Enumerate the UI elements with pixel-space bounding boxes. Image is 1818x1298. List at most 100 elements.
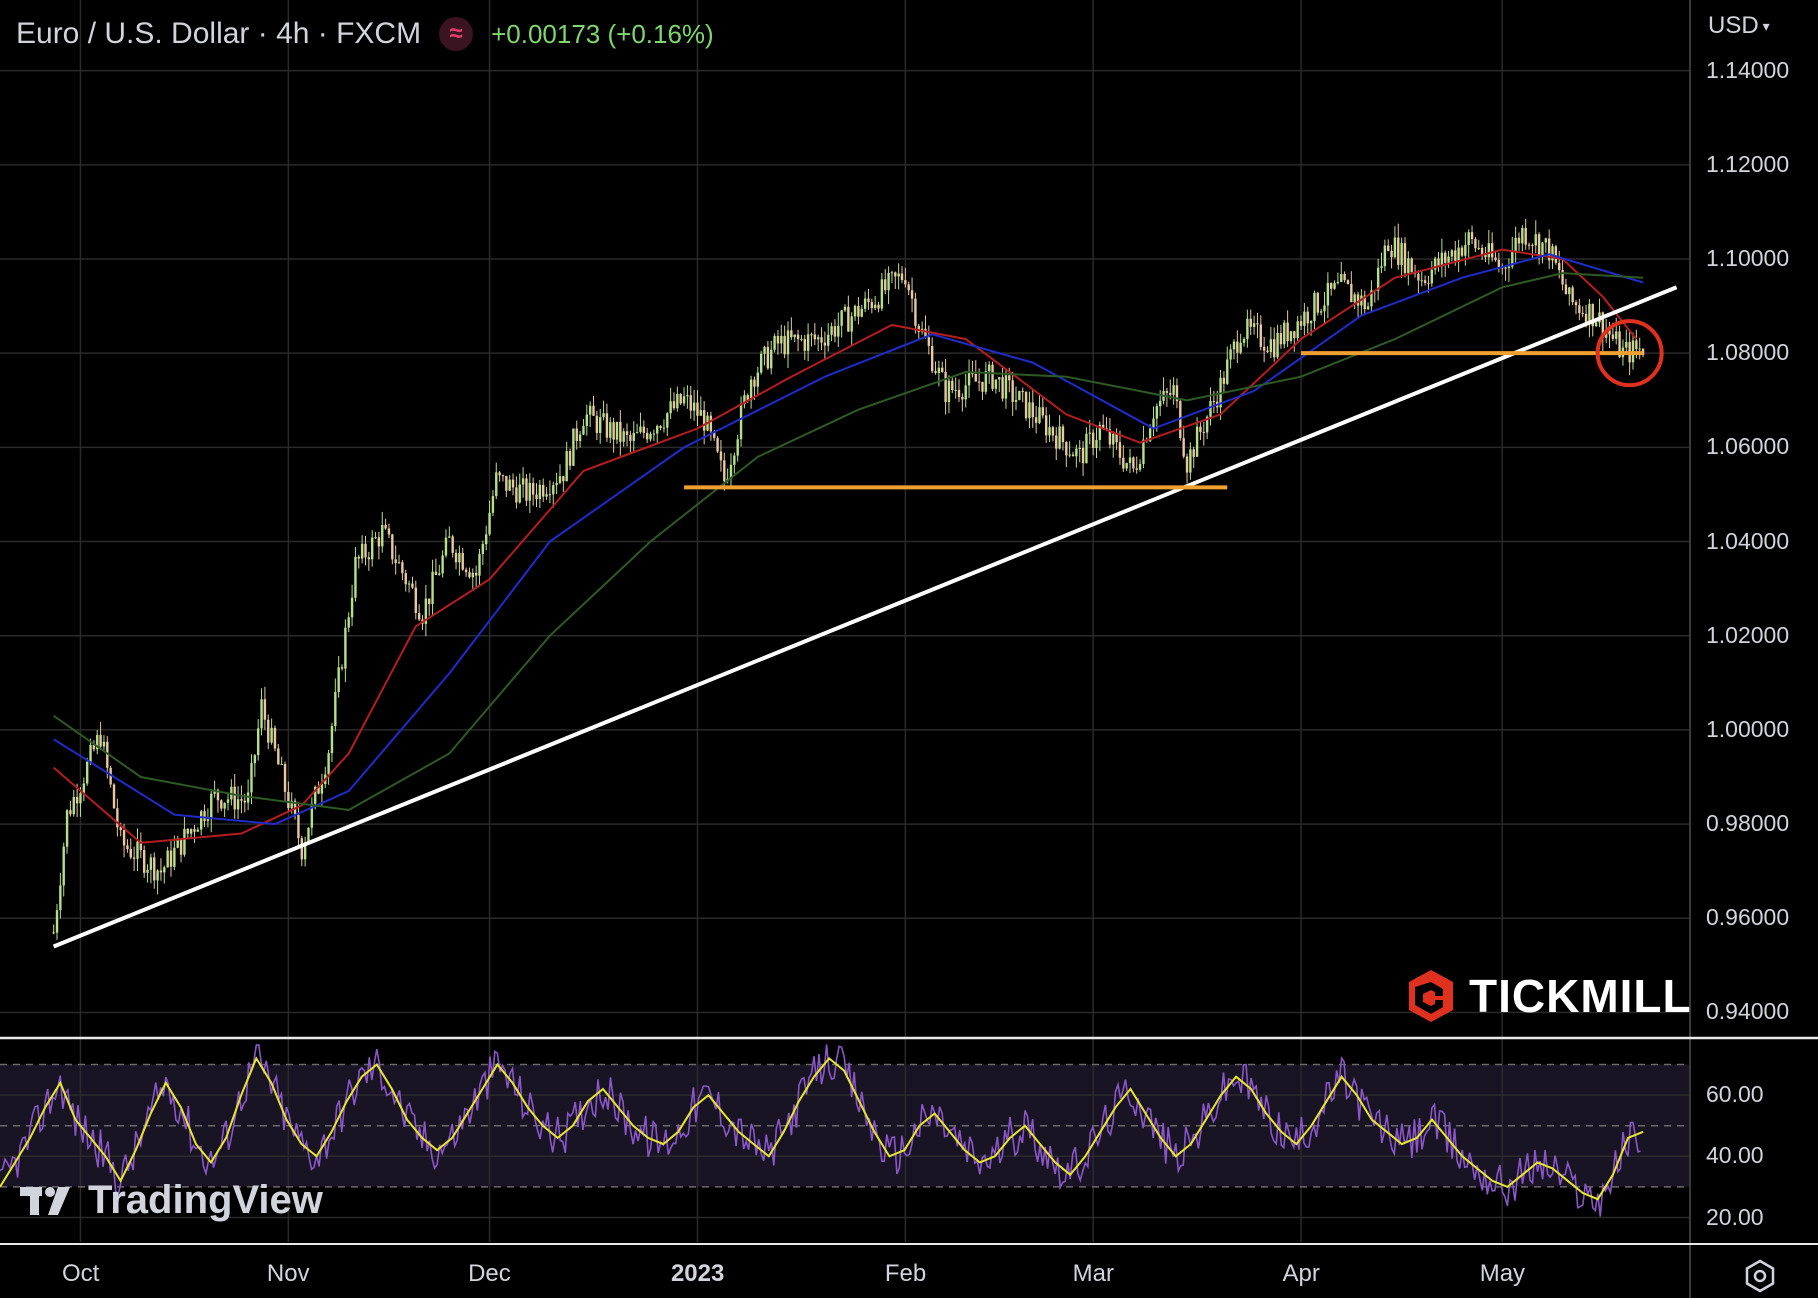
candle-body [1457, 247, 1460, 261]
candle-body [951, 380, 954, 390]
candle-body [937, 367, 941, 373]
candle-body [1105, 428, 1108, 430]
candle-body [679, 393, 682, 404]
candle-body [461, 552, 464, 570]
candle-body [930, 346, 934, 372]
candle-body [676, 393, 679, 409]
candle-body [317, 786, 320, 794]
candle-body [367, 557, 371, 560]
candle-body [334, 691, 337, 727]
chevron-down-icon: ▾ [1762, 17, 1770, 34]
settings-gear-icon[interactable] [1742, 1258, 1778, 1294]
candle-body [847, 306, 850, 332]
candle-body [122, 830, 126, 846]
candle-body [1085, 433, 1088, 464]
candle-body [682, 396, 686, 404]
candle-body [250, 763, 253, 793]
candle-body [652, 433, 656, 435]
candle-body [1564, 284, 1568, 295]
candle-body [1524, 227, 1527, 245]
candle-body [860, 308, 863, 317]
tradingview-mark-icon [20, 1186, 70, 1215]
candle-body [508, 479, 511, 491]
candle-body [1470, 232, 1474, 239]
candle-body [1195, 426, 1199, 457]
candle-body [1420, 280, 1423, 282]
candle-body [210, 793, 213, 820]
candle-body [1574, 302, 1578, 306]
candle-body [810, 334, 813, 336]
candle-body [183, 828, 186, 855]
candle-body [1135, 468, 1138, 470]
candle-body [1185, 456, 1189, 473]
candle-body [592, 405, 595, 416]
candle-body [659, 425, 662, 428]
candle-body [1333, 283, 1336, 289]
candle-body [99, 734, 102, 747]
candle-body [1259, 324, 1262, 347]
candle-body [656, 425, 659, 434]
candle-body [129, 849, 132, 858]
candle-body [1437, 258, 1440, 267]
candle-body [1061, 426, 1065, 443]
candle-body [820, 337, 823, 343]
wave-icon[interactable]: ≈ [439, 17, 474, 51]
candle-body [1638, 348, 1641, 350]
candle-body [1242, 338, 1246, 343]
candle-body [957, 389, 961, 397]
symbol-title[interactable]: Euro / U.S. Dollar · 4h · FXCM [16, 17, 422, 50]
price-change: +0.00173 (+0.16%) [491, 18, 714, 49]
candle-body [1108, 429, 1112, 445]
candle-body [1041, 407, 1045, 416]
candle-body [1158, 400, 1162, 407]
candle-body [176, 838, 179, 848]
candle-body [692, 402, 696, 411]
candle-body [116, 808, 119, 828]
candle-body [1296, 321, 1299, 338]
currency-selector[interactable]: USD ▾ [1708, 12, 1770, 40]
candle-body [783, 335, 786, 355]
candle-body [877, 304, 880, 309]
candle-body [1423, 280, 1427, 283]
candle-body [1430, 269, 1434, 284]
candle-body [149, 857, 153, 870]
candle-body [1189, 449, 1192, 473]
candle-body [1480, 247, 1484, 255]
candle-body [1262, 346, 1266, 351]
candle-body [699, 410, 703, 416]
candle-body [1474, 238, 1477, 249]
candle-body [431, 571, 434, 604]
candle-body [381, 524, 384, 547]
time-tick-label: Oct [61, 1260, 100, 1287]
candle-body [1279, 333, 1283, 345]
tickmill-wordmark: TICKMILL [1469, 970, 1692, 1022]
candle-body [1112, 433, 1115, 445]
candle-body [1584, 313, 1588, 325]
price-tick-label: 1.10000 [1706, 245, 1790, 271]
candle-body [481, 544, 485, 554]
candle-body [1229, 349, 1232, 360]
candle-body [924, 328, 927, 338]
candle-body [1212, 400, 1216, 402]
candle-body [106, 741, 109, 768]
candle-body [1326, 282, 1330, 306]
candle-body [1051, 427, 1055, 436]
candle-body [1507, 266, 1511, 269]
candle-body [163, 867, 166, 873]
candle-body [1018, 391, 1021, 400]
candle-body [521, 478, 525, 485]
candle-body [1514, 237, 1517, 252]
candle-body [1316, 292, 1319, 313]
candle-body [69, 810, 72, 815]
candle-body [256, 728, 260, 756]
candle-body [947, 380, 951, 403]
candle-body [491, 496, 495, 513]
candle-body [756, 372, 760, 387]
time-tick-label: Mar [1072, 1260, 1114, 1287]
candle-body [253, 755, 257, 764]
candle-body [1390, 251, 1393, 258]
candle-body [1581, 313, 1584, 315]
candle-body [843, 306, 847, 311]
candle-body [468, 572, 471, 578]
